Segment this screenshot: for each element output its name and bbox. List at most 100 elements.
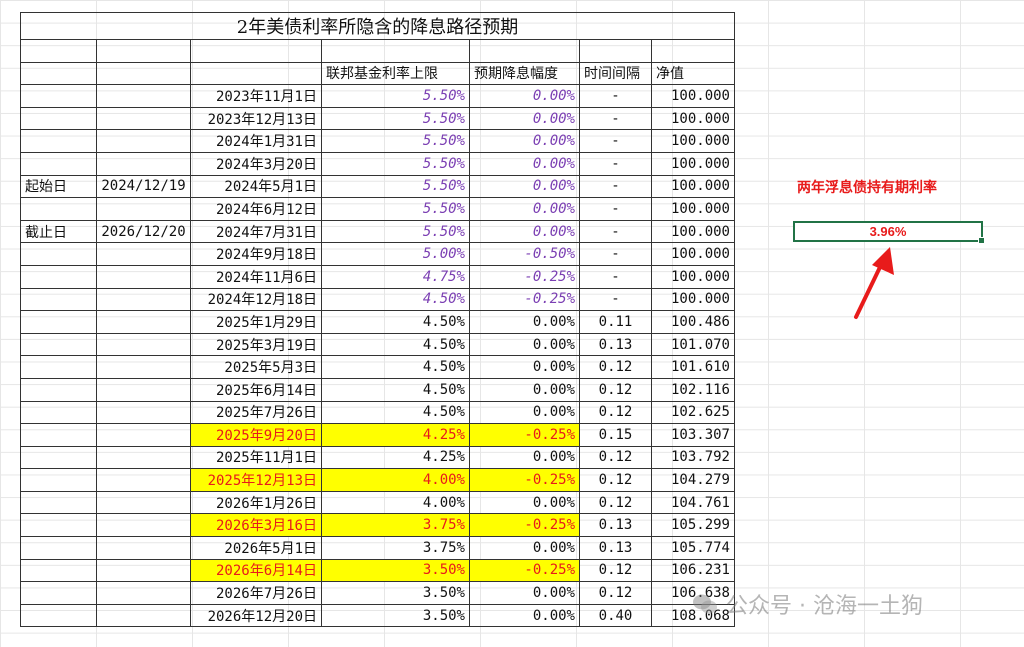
label-date-cell[interactable]	[96, 603, 191, 628]
cell[interactable]	[96, 61, 191, 86]
nav-cell[interactable]: 100.486	[651, 310, 735, 334]
label-date-cell[interactable]	[96, 490, 191, 515]
nav-cell[interactable]: 106.231	[651, 558, 735, 583]
nav-cell[interactable]: 102.116	[651, 377, 735, 402]
cut-cell[interactable]: 0.00%	[469, 445, 580, 470]
label-cell[interactable]	[20, 197, 97, 221]
rate-cell[interactable]: 5.50%	[321, 106, 470, 131]
interval-cell[interactable]: -	[579, 264, 652, 289]
fill-handle[interactable]	[978, 237, 985, 244]
rate-cell[interactable]: 3.50%	[321, 581, 470, 605]
label-date-cell[interactable]	[96, 151, 191, 176]
rate-cell[interactable]: 5.50%	[321, 174, 470, 199]
cut-cell[interactable]: 0.00%	[469, 174, 580, 199]
rate-cell[interactable]: 5.50%	[321, 197, 470, 221]
date-cell[interactable]: 2025年11月1日	[190, 445, 322, 470]
interval-cell[interactable]: 0.12	[579, 355, 652, 379]
label-date-cell[interactable]	[96, 106, 191, 131]
label-cell[interactable]	[20, 603, 97, 628]
label-cell[interactable]	[20, 513, 97, 538]
rate-cell[interactable]: 4.50%	[321, 377, 470, 402]
rate-cell[interactable]: 5.50%	[321, 129, 470, 153]
header-fed-upper[interactable]: 联邦基金利率上限	[321, 61, 470, 86]
date-cell[interactable]: 2025年7月26日	[190, 400, 322, 425]
date-cell[interactable]: 2026年6月14日	[190, 558, 322, 583]
date-cell[interactable]: 2026年3月16日	[190, 513, 322, 538]
label-date-cell[interactable]	[96, 310, 191, 334]
label-date-cell[interactable]	[96, 197, 191, 221]
label-date-cell[interactable]	[96, 242, 191, 266]
holding-yield-cell[interactable]: 3.96%	[793, 221, 985, 244]
interval-cell[interactable]: 0.12	[579, 468, 652, 492]
label-cell[interactable]	[20, 445, 97, 470]
label-cell[interactable]	[20, 423, 97, 447]
label-date-cell[interactable]	[96, 332, 191, 357]
date-cell[interactable]: 2025年9月20日	[190, 423, 322, 447]
cell[interactable]	[469, 39, 580, 63]
rate-cell[interactable]: 3.50%	[321, 603, 470, 628]
cell[interactable]	[190, 39, 322, 63]
label-cell[interactable]	[20, 355, 97, 379]
interval-cell[interactable]: 0.15	[579, 423, 652, 447]
label-date-cell[interactable]	[96, 264, 191, 289]
label-date-cell[interactable]	[96, 84, 191, 108]
cut-cell[interactable]: -0.25%	[469, 513, 580, 538]
date-cell[interactable]: 2024年6月12日	[190, 197, 322, 221]
date-cell[interactable]: 2025年6月14日	[190, 377, 322, 402]
rate-cell[interactable]: 4.50%	[321, 287, 470, 312]
date-cell[interactable]: 2025年5月3日	[190, 355, 322, 379]
rate-cell[interactable]: 4.50%	[321, 355, 470, 379]
rate-cell[interactable]: 5.50%	[321, 219, 470, 244]
cut-cell[interactable]: 0.00%	[469, 84, 580, 108]
nav-cell[interactable]: 105.299	[651, 513, 735, 538]
nav-cell[interactable]: 106.638	[651, 581, 735, 605]
label-date-cell[interactable]	[96, 423, 191, 447]
interval-cell[interactable]: -	[579, 242, 652, 266]
rate-cell[interactable]: 4.25%	[321, 445, 470, 470]
rate-cell[interactable]: 5.00%	[321, 242, 470, 266]
interval-cell[interactable]: 0.12	[579, 581, 652, 605]
cut-cell[interactable]: 0.00%	[469, 490, 580, 515]
interval-cell[interactable]: -	[579, 129, 652, 153]
label-date-cell[interactable]	[96, 558, 191, 583]
label-date-cell[interactable]	[96, 581, 191, 605]
cut-cell[interactable]: 0.00%	[469, 603, 580, 628]
cut-cell[interactable]: -0.25%	[469, 558, 580, 583]
label-cell[interactable]	[20, 377, 97, 402]
label-cell[interactable]	[20, 468, 97, 492]
cut-cell[interactable]: 0.00%	[469, 355, 580, 379]
cut-cell[interactable]: 0.00%	[469, 400, 580, 425]
header-nav[interactable]: 净值	[651, 61, 735, 86]
rate-cell[interactable]: 4.50%	[321, 400, 470, 425]
interval-cell[interactable]: -	[579, 197, 652, 221]
cut-cell[interactable]: 0.00%	[469, 106, 580, 131]
label-date-cell[interactable]	[96, 445, 191, 470]
nav-cell[interactable]: 103.307	[651, 423, 735, 447]
label-date-cell[interactable]	[96, 355, 191, 379]
rate-cell[interactable]: 4.50%	[321, 310, 470, 334]
nav-cell[interactable]: 100.000	[651, 287, 735, 312]
label-date-cell[interactable]	[96, 287, 191, 312]
end-date[interactable]: 2026/12/20	[96, 219, 191, 244]
date-cell[interactable]: 2023年11月1日	[190, 84, 322, 108]
nav-cell[interactable]: 100.000	[651, 151, 735, 176]
interval-cell[interactable]: -	[579, 84, 652, 108]
cut-cell[interactable]: 0.00%	[469, 219, 580, 244]
date-cell[interactable]: 2025年1月29日	[190, 310, 322, 334]
interval-cell[interactable]: 0.11	[579, 310, 652, 334]
interval-cell[interactable]: 0.12	[579, 400, 652, 425]
nav-cell[interactable]: 100.000	[651, 264, 735, 289]
cut-cell[interactable]: -0.25%	[469, 264, 580, 289]
label-cell[interactable]	[20, 151, 97, 176]
date-cell[interactable]: 2025年12月13日	[190, 468, 322, 492]
cell[interactable]	[651, 39, 735, 63]
nav-cell[interactable]: 108.068	[651, 603, 735, 628]
cut-cell[interactable]: 0.00%	[469, 151, 580, 176]
interval-cell[interactable]: 0.40	[579, 603, 652, 628]
interval-cell[interactable]: 0.12	[579, 558, 652, 583]
label-cell[interactable]	[20, 84, 97, 108]
rate-cell[interactable]: 3.75%	[321, 513, 470, 538]
cell[interactable]	[20, 39, 97, 63]
label-cell[interactable]	[20, 332, 97, 357]
date-cell[interactable]: 2025年3月19日	[190, 332, 322, 357]
